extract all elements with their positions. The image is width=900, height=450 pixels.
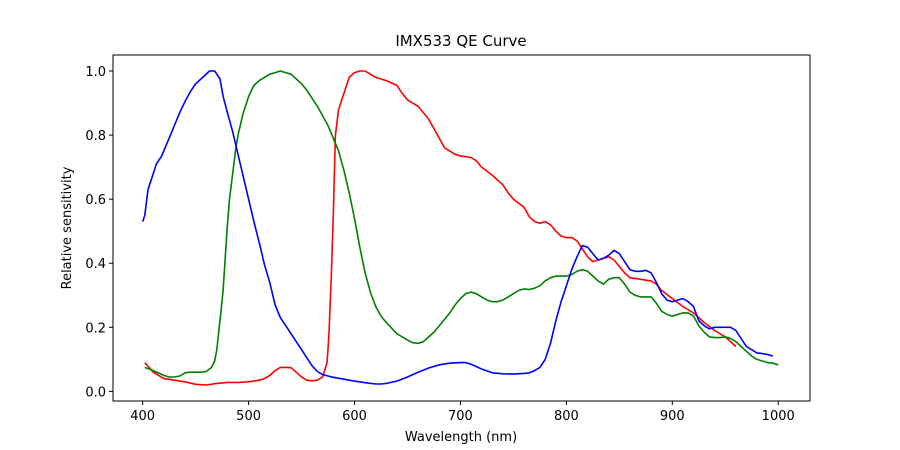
- x-tick-label: 1000: [762, 409, 795, 424]
- x-tick-label: 700: [448, 409, 473, 424]
- x-tick-label: 800: [554, 409, 579, 424]
- x-tick-label: 900: [660, 409, 685, 424]
- y-axis: 0.0 0.2 0.4 0.6 0.8 1.0: [85, 65, 113, 400]
- y-tick-label: 0.4: [85, 257, 106, 272]
- series-line-blue: [141, 70, 774, 385]
- chart-title: IMX533 QE Curve: [395, 32, 526, 50]
- x-tick-label: 400: [130, 409, 155, 424]
- axes-frame: [112, 54, 811, 402]
- x-tick-label: 500: [236, 409, 261, 424]
- series-layer: [141, 70, 779, 386]
- y-axis-label: Relative sensitivity: [60, 166, 75, 289]
- series-line-red: [144, 70, 737, 386]
- y-tick-label: 0.2: [85, 321, 106, 336]
- x-axis-label: Wavelength (nm): [405, 430, 517, 445]
- y-tick-label: 0.0: [85, 385, 106, 400]
- series-line-green: [144, 70, 779, 378]
- y-tick-label: 1.0: [85, 65, 106, 80]
- x-axis: 400 500 600 700 800 900 1000: [130, 401, 795, 424]
- y-tick-label: 0.6: [85, 193, 106, 208]
- x-tick-label: 600: [342, 409, 367, 424]
- y-tick-label: 0.8: [85, 129, 106, 144]
